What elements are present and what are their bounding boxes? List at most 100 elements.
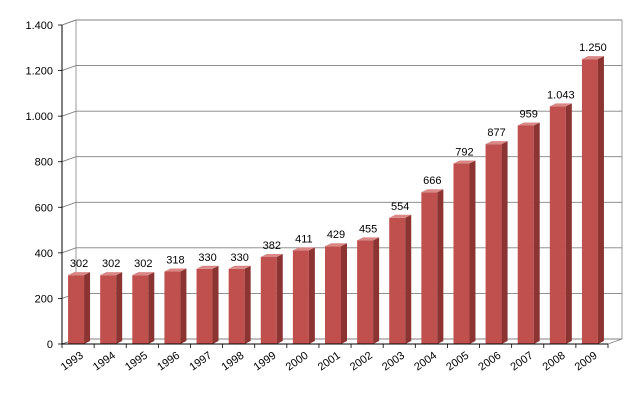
bar-top <box>581 56 604 60</box>
bar <box>68 275 85 344</box>
bar <box>517 125 534 344</box>
x-tick-label: 2007 <box>509 350 536 374</box>
bar-side <box>597 56 604 345</box>
data-label: 554 <box>391 201 409 213</box>
grid-layer <box>61 19 623 345</box>
bar-side <box>84 272 91 344</box>
bar-side <box>341 243 347 344</box>
data-label: 302 <box>134 258 152 270</box>
x-tick-label: 1996 <box>155 350 182 374</box>
y-tick-label: 0 <box>47 339 53 351</box>
x-tick-label: 2001 <box>316 350 343 374</box>
x-tick-label: 2008 <box>541 350 568 374</box>
x-tick-label: 2002 <box>348 350 375 374</box>
bar <box>421 192 438 344</box>
x-tick-label: 1994 <box>91 350 118 374</box>
data-label: 792 <box>455 147 473 159</box>
bar-side <box>533 122 540 344</box>
gridline <box>61 156 622 163</box>
bar <box>581 59 598 345</box>
bar-side <box>405 214 412 344</box>
bar <box>453 163 470 344</box>
bar-top <box>132 272 155 276</box>
bar-side <box>180 268 187 344</box>
bar-side <box>244 265 251 344</box>
bars-layer <box>68 56 604 345</box>
bar-side <box>501 141 508 344</box>
bar-side <box>148 272 155 344</box>
bar <box>164 271 181 344</box>
bar <box>260 256 277 344</box>
y-tick-label: 800 <box>35 157 53 169</box>
x-tick-label: 2003 <box>380 350 407 374</box>
data-label: 455 <box>359 223 377 235</box>
data-label: 382 <box>263 240 281 252</box>
bar-top <box>421 189 444 193</box>
bar-top <box>260 253 283 257</box>
x-tick-label: 1997 <box>187 350 214 374</box>
bar <box>228 268 245 344</box>
data-label: 411 <box>295 233 313 245</box>
data-label: 1.250 <box>579 42 607 54</box>
bar-side <box>308 247 315 344</box>
x-tick-label: 2000 <box>284 350 311 374</box>
y-tick-label: 600 <box>35 202 53 214</box>
y-tick-label: 400 <box>35 248 53 260</box>
bar-side <box>116 272 123 344</box>
data-label: 330 <box>198 252 216 264</box>
bar-top <box>357 237 380 241</box>
bar-top <box>485 141 508 145</box>
x-tick-label: 1998 <box>219 350 246 374</box>
bar <box>196 268 213 344</box>
data-label: 1.043 <box>547 89 575 101</box>
x-tick-label: 1995 <box>123 350 150 374</box>
x-tick-label: 2004 <box>412 350 439 374</box>
bar-top <box>389 214 412 218</box>
data-label: 330 <box>230 252 248 264</box>
bar-side <box>469 160 476 344</box>
x-tick-label: 2006 <box>476 350 503 374</box>
gridline <box>61 19 622 26</box>
bar <box>325 246 341 344</box>
bar-top <box>164 268 187 272</box>
data-label: 666 <box>423 175 441 187</box>
bar-side <box>212 265 219 344</box>
y-tick-label: 1.000 <box>25 111 53 123</box>
bar-side <box>565 103 572 344</box>
bar-top <box>453 160 476 164</box>
x-tick-label: 2005 <box>444 350 471 374</box>
bar-top <box>325 243 347 247</box>
bar-side <box>437 189 444 344</box>
bar-top <box>292 247 315 251</box>
bar-side <box>373 237 380 344</box>
bar <box>100 275 117 344</box>
bar <box>357 240 374 344</box>
bar-top <box>196 265 219 269</box>
data-label: 877 <box>487 127 505 139</box>
bar-side <box>276 253 283 344</box>
gridline <box>61 110 622 117</box>
y-tick-label: 1.400 <box>25 20 53 32</box>
bar <box>132 275 149 344</box>
gridline <box>61 65 622 71</box>
y-tick-label: 200 <box>35 293 53 305</box>
data-label: 959 <box>520 108 538 120</box>
bar-top <box>68 272 91 276</box>
data-label: 302 <box>102 258 120 270</box>
x-tick-label: 1999 <box>252 350 279 374</box>
x-tick-label: 2009 <box>573 350 600 374</box>
data-label: 429 <box>327 229 345 241</box>
data-label: 318 <box>166 255 184 267</box>
data-label: 302 <box>70 258 88 270</box>
axes-layer <box>58 24 609 348</box>
bar <box>549 106 566 344</box>
y-tick-label: 1.200 <box>25 66 53 78</box>
bar-top <box>517 122 540 126</box>
bar-top <box>100 272 123 276</box>
bar <box>485 144 502 344</box>
bar <box>389 217 406 344</box>
x-tick-label: 1993 <box>59 350 86 374</box>
bar-top <box>549 103 572 107</box>
bar-top <box>228 265 251 269</box>
